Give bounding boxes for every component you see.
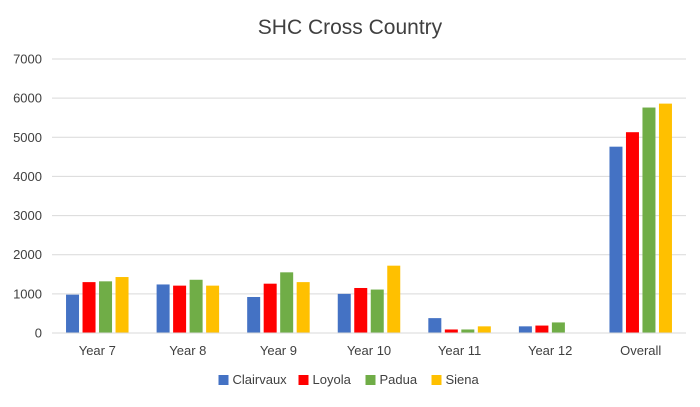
bar-padua (99, 281, 113, 333)
bar-loyola (535, 325, 549, 333)
bar-clairvaux (609, 146, 623, 333)
bar-clairvaux (518, 326, 532, 333)
bar-padua (551, 322, 565, 333)
bar-siena (477, 326, 491, 333)
bar-siena (658, 103, 672, 333)
bar-clairvaux (66, 294, 80, 333)
y-tick-label: 2000 (13, 247, 42, 262)
bar-siena (296, 282, 310, 333)
bar-siena (206, 285, 220, 333)
y-tick-label: 5000 (13, 130, 42, 145)
x-axis-ticks: Year 7 Year 8 Year 9 Year 10 Year 11 Year 12 O… (79, 343, 662, 358)
bars (66, 103, 672, 333)
legend-label-siena: Siena (446, 372, 480, 387)
bar-loyola (625, 132, 639, 333)
legend: Clairvaux Loyola Padua Siena (218, 372, 480, 387)
bar-loyola (263, 283, 277, 333)
x-tick-label: Year 9 (260, 343, 297, 358)
bar-clairvaux (247, 296, 261, 333)
x-tick-label: Year 7 (79, 343, 116, 358)
bar-siena (115, 277, 129, 333)
x-tick-label: Year 12 (528, 343, 572, 358)
bar-padua (642, 107, 656, 333)
bar-clairvaux (428, 318, 442, 333)
bar-loyola (354, 287, 368, 333)
legend-swatch-clairvaux (218, 375, 229, 385)
bar-padua (461, 329, 475, 333)
x-tick-label: Year 11 (438, 343, 481, 358)
bar-loyola (82, 282, 96, 333)
bar-siena (387, 265, 401, 333)
bar-loyola (173, 285, 187, 333)
legend-swatch-siena (431, 375, 442, 385)
y-tick-label: 3000 (13, 208, 42, 223)
y-tick-label: 7000 (13, 52, 42, 67)
gridlines (52, 58, 686, 295)
y-axis-ticks: 0 1000 2000 3000 4000 5000 6000 7000 (13, 52, 42, 341)
x-tick-label: Overall (620, 343, 661, 358)
legend-swatch-loyola (298, 375, 309, 385)
bar-loyola (444, 329, 458, 333)
y-tick-label: 0 (35, 326, 42, 341)
bar-clairvaux (337, 293, 351, 333)
y-tick-label: 1000 (13, 286, 42, 301)
x-tick-label: Year 8 (169, 343, 206, 358)
x-tick-label: Year 10 (347, 343, 391, 358)
bar-padua (189, 279, 203, 333)
legend-swatch-padua (365, 375, 376, 385)
chart-title: SHC Cross Country (258, 16, 443, 39)
legend-label-loyola: Loyola (313, 372, 352, 387)
bar-padua (280, 272, 294, 333)
legend-label-clairvaux: Clairvaux (233, 372, 288, 387)
y-tick-label: 4000 (13, 169, 42, 184)
legend-label-padua: Padua (380, 372, 418, 387)
y-tick-label: 6000 (13, 91, 42, 106)
bar-padua (370, 289, 384, 333)
bar-clairvaux (156, 284, 170, 333)
